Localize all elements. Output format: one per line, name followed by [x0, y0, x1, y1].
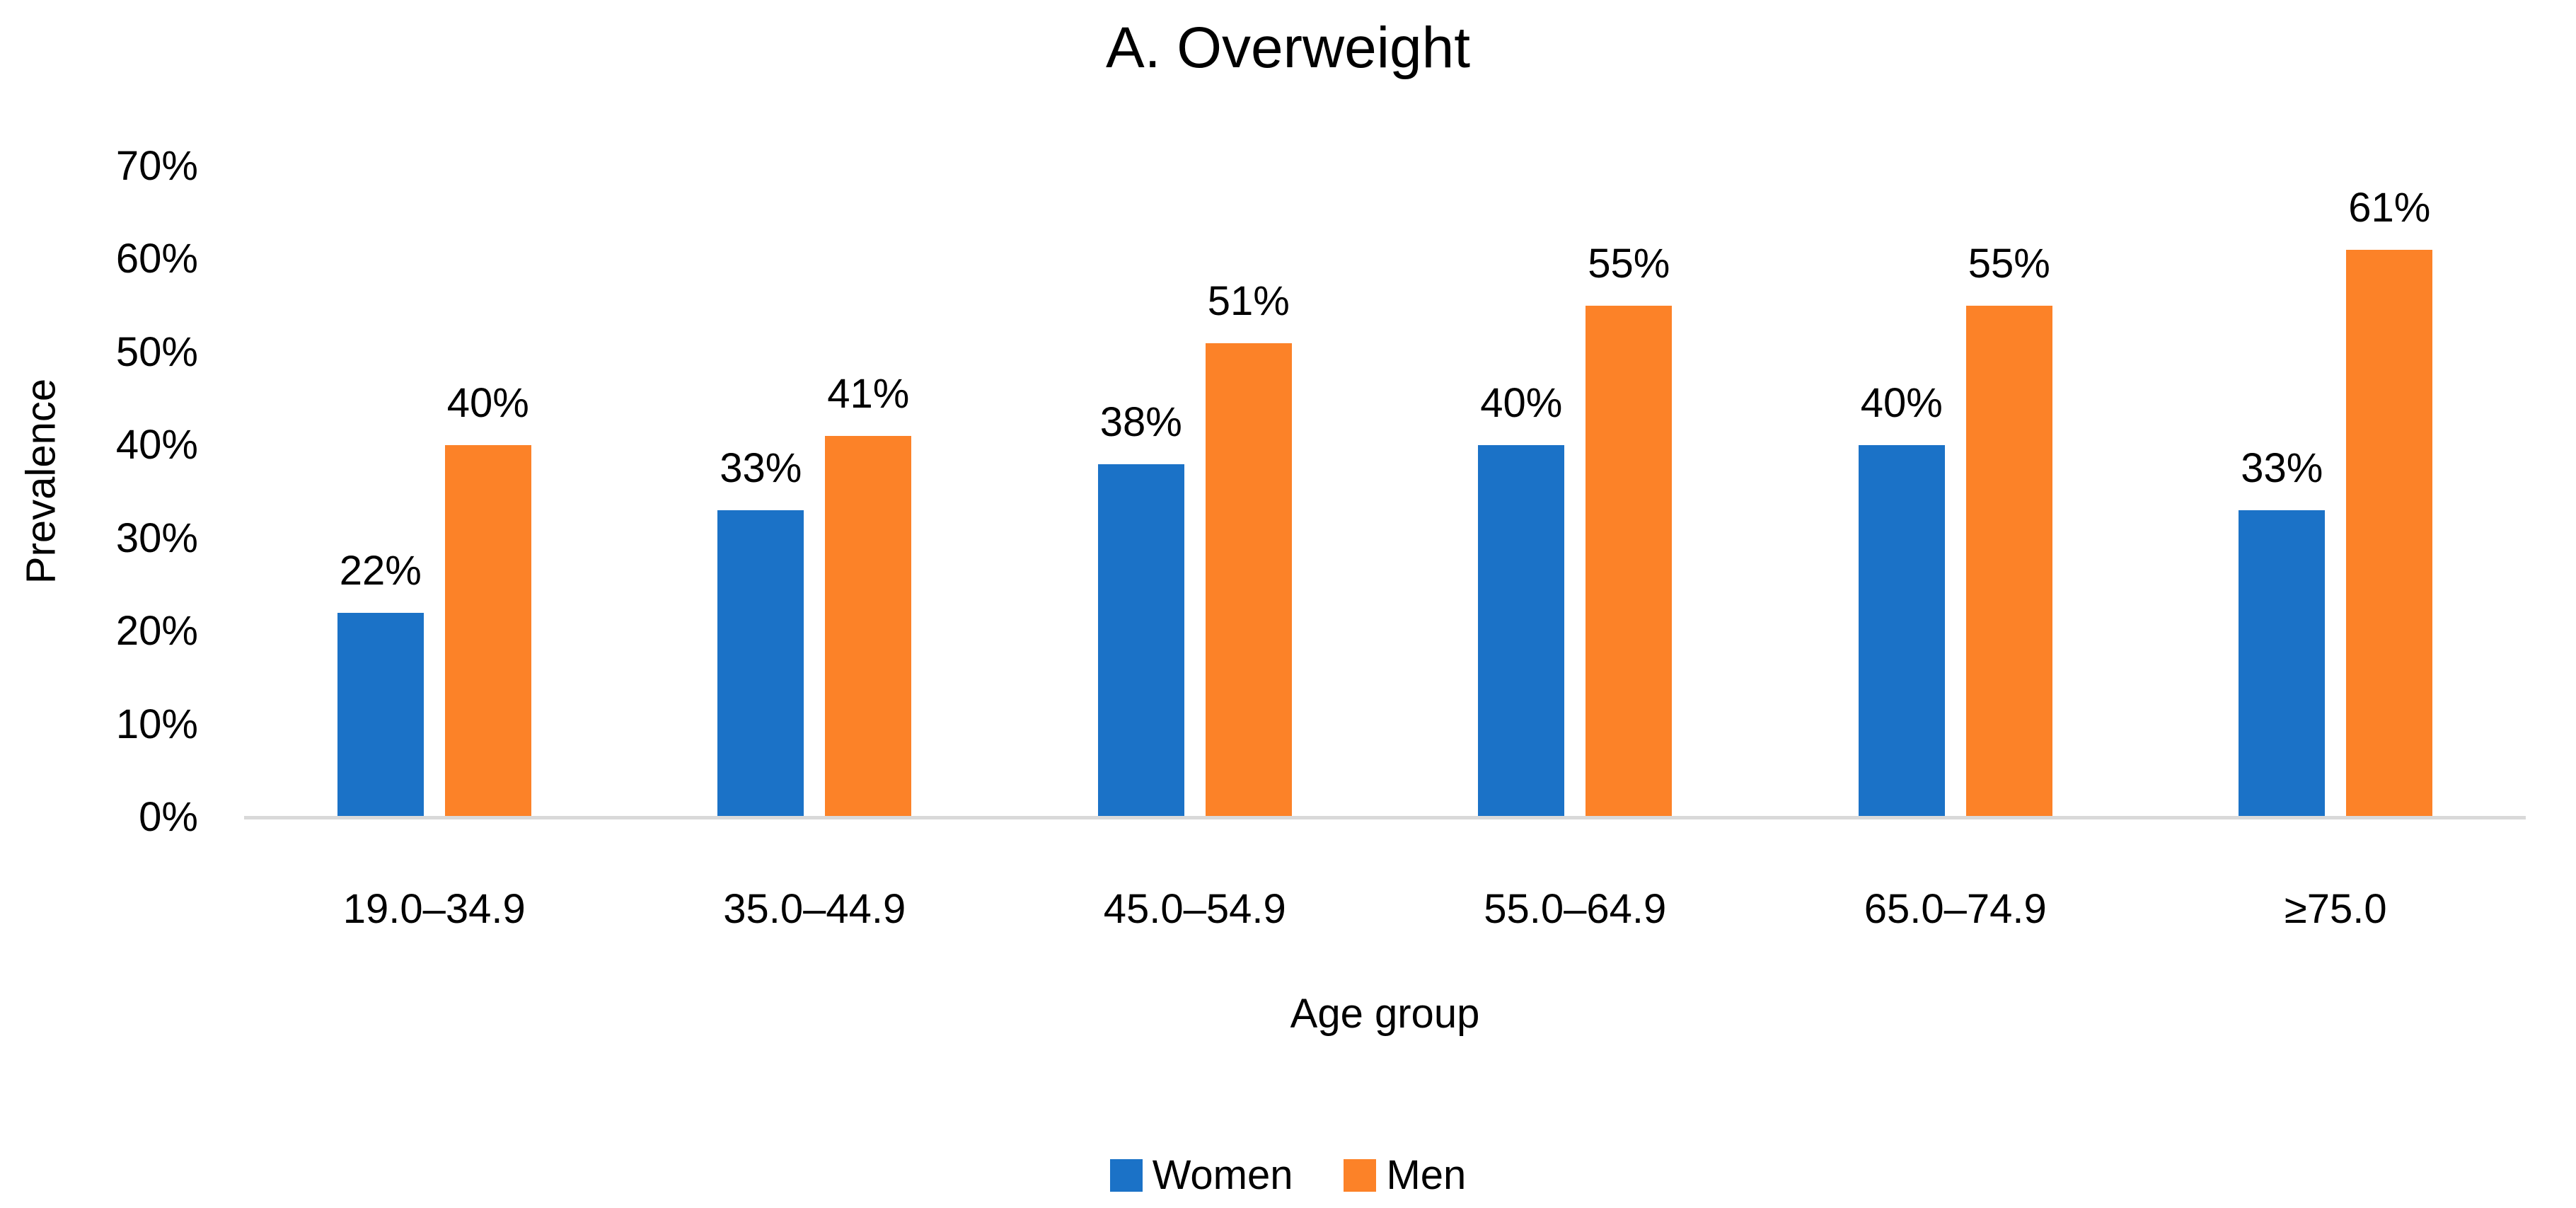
bar-men	[825, 436, 912, 817]
bar-group: 40% 55%	[1765, 166, 2146, 817]
bar-group: 40% 55%	[1385, 166, 1766, 817]
legend-item-women: Women	[1109, 1152, 1293, 1199]
y-tick-label: 40%	[115, 422, 198, 468]
bar-column-women: 40%	[1478, 380, 1565, 817]
bar-column-men: 55%	[1965, 241, 2052, 817]
y-tick-label: 30%	[115, 514, 198, 561]
bar-column-women: 33%	[717, 445, 804, 817]
bar-column-men: 61%	[2346, 185, 2433, 817]
bar-group: 38% 51%	[1005, 166, 1385, 817]
bar-value-label: 61%	[2348, 185, 2431, 231]
bar-value-label: 33%	[720, 445, 802, 492]
bar-women	[2239, 510, 2326, 817]
bar-value-label: 40%	[1480, 380, 1563, 427]
bar-column-women: 38%	[1097, 398, 1184, 817]
bar-men	[1586, 306, 1673, 817]
bar-men	[2346, 250, 2433, 817]
x-tick-label: 19.0–34.9	[342, 886, 526, 932]
legend-label: Men	[1386, 1152, 1467, 1198]
bar-women	[1478, 445, 1565, 817]
bar-value-label: 33%	[2241, 445, 2323, 492]
y-tick-label: 10%	[115, 701, 198, 747]
y-tick-label: 50%	[115, 328, 198, 375]
x-axis-title: Age group	[1290, 991, 1480, 1037]
bar-value-label: 38%	[1099, 398, 1182, 445]
bar-column-men: 51%	[1205, 277, 1292, 817]
bar-women	[1858, 445, 1945, 817]
bar-value-label: 55%	[1588, 241, 1670, 287]
legend: Women Men	[0, 1152, 2576, 1199]
bar-value-label: 51%	[1207, 277, 1290, 324]
bar-column-men: 40%	[444, 380, 531, 817]
bar-value-label: 40%	[446, 380, 529, 427]
y-tick-label: 0%	[139, 794, 198, 840]
bar-column-women: 33%	[2239, 445, 2326, 817]
plot-area: 22% 40% 33% 41% 38% 51% 40% 55% 40% 55% 33% 61%	[244, 166, 2526, 817]
bar-men	[1965, 306, 2052, 817]
x-axis-ticks: 19.0–34.9 35.0–44.9 45.0–54.9 55.0–64.9 65.0…	[244, 885, 2526, 934]
y-tick-label: 70%	[115, 143, 198, 189]
bar-women	[717, 510, 804, 817]
legend-swatch-icon	[1344, 1159, 1377, 1192]
chart-title: A. Overweight	[1106, 16, 1470, 80]
bar-women	[1097, 464, 1184, 817]
legend-swatch-icon	[1109, 1159, 1143, 1192]
bar-value-label: 41%	[827, 371, 910, 418]
bar-men	[1205, 343, 1292, 817]
bar-column-men: 55%	[1586, 241, 1673, 817]
x-tick-label: 65.0–74.9	[1864, 886, 2047, 932]
bar-group: 33% 41%	[625, 166, 1005, 817]
bar-men	[444, 445, 531, 817]
bar-column-men: 41%	[825, 371, 912, 817]
bar-value-label: 55%	[1968, 241, 2050, 287]
legend-label: Women	[1152, 1152, 1293, 1198]
x-tick-label: 45.0–54.9	[1103, 886, 1286, 932]
bar-column-women: 40%	[1858, 380, 1945, 817]
y-tick-label: 60%	[115, 236, 198, 282]
bar-group: 22% 40%	[244, 166, 625, 817]
bar-value-label: 40%	[1860, 380, 1943, 427]
bar-value-label: 22%	[339, 547, 422, 594]
x-tick-label: ≥75.0	[2284, 886, 2387, 932]
legend-item-men: Men	[1344, 1152, 1466, 1199]
x-axis-line	[244, 816, 2526, 819]
bar-group: 33% 61%	[2146, 166, 2526, 817]
bar-women	[337, 612, 424, 817]
y-tick-label: 20%	[115, 608, 198, 655]
bar-column-women: 22%	[337, 548, 424, 817]
x-tick-label: 55.0–64.9	[1484, 886, 1667, 932]
x-tick-label: 35.0–44.9	[723, 886, 906, 932]
